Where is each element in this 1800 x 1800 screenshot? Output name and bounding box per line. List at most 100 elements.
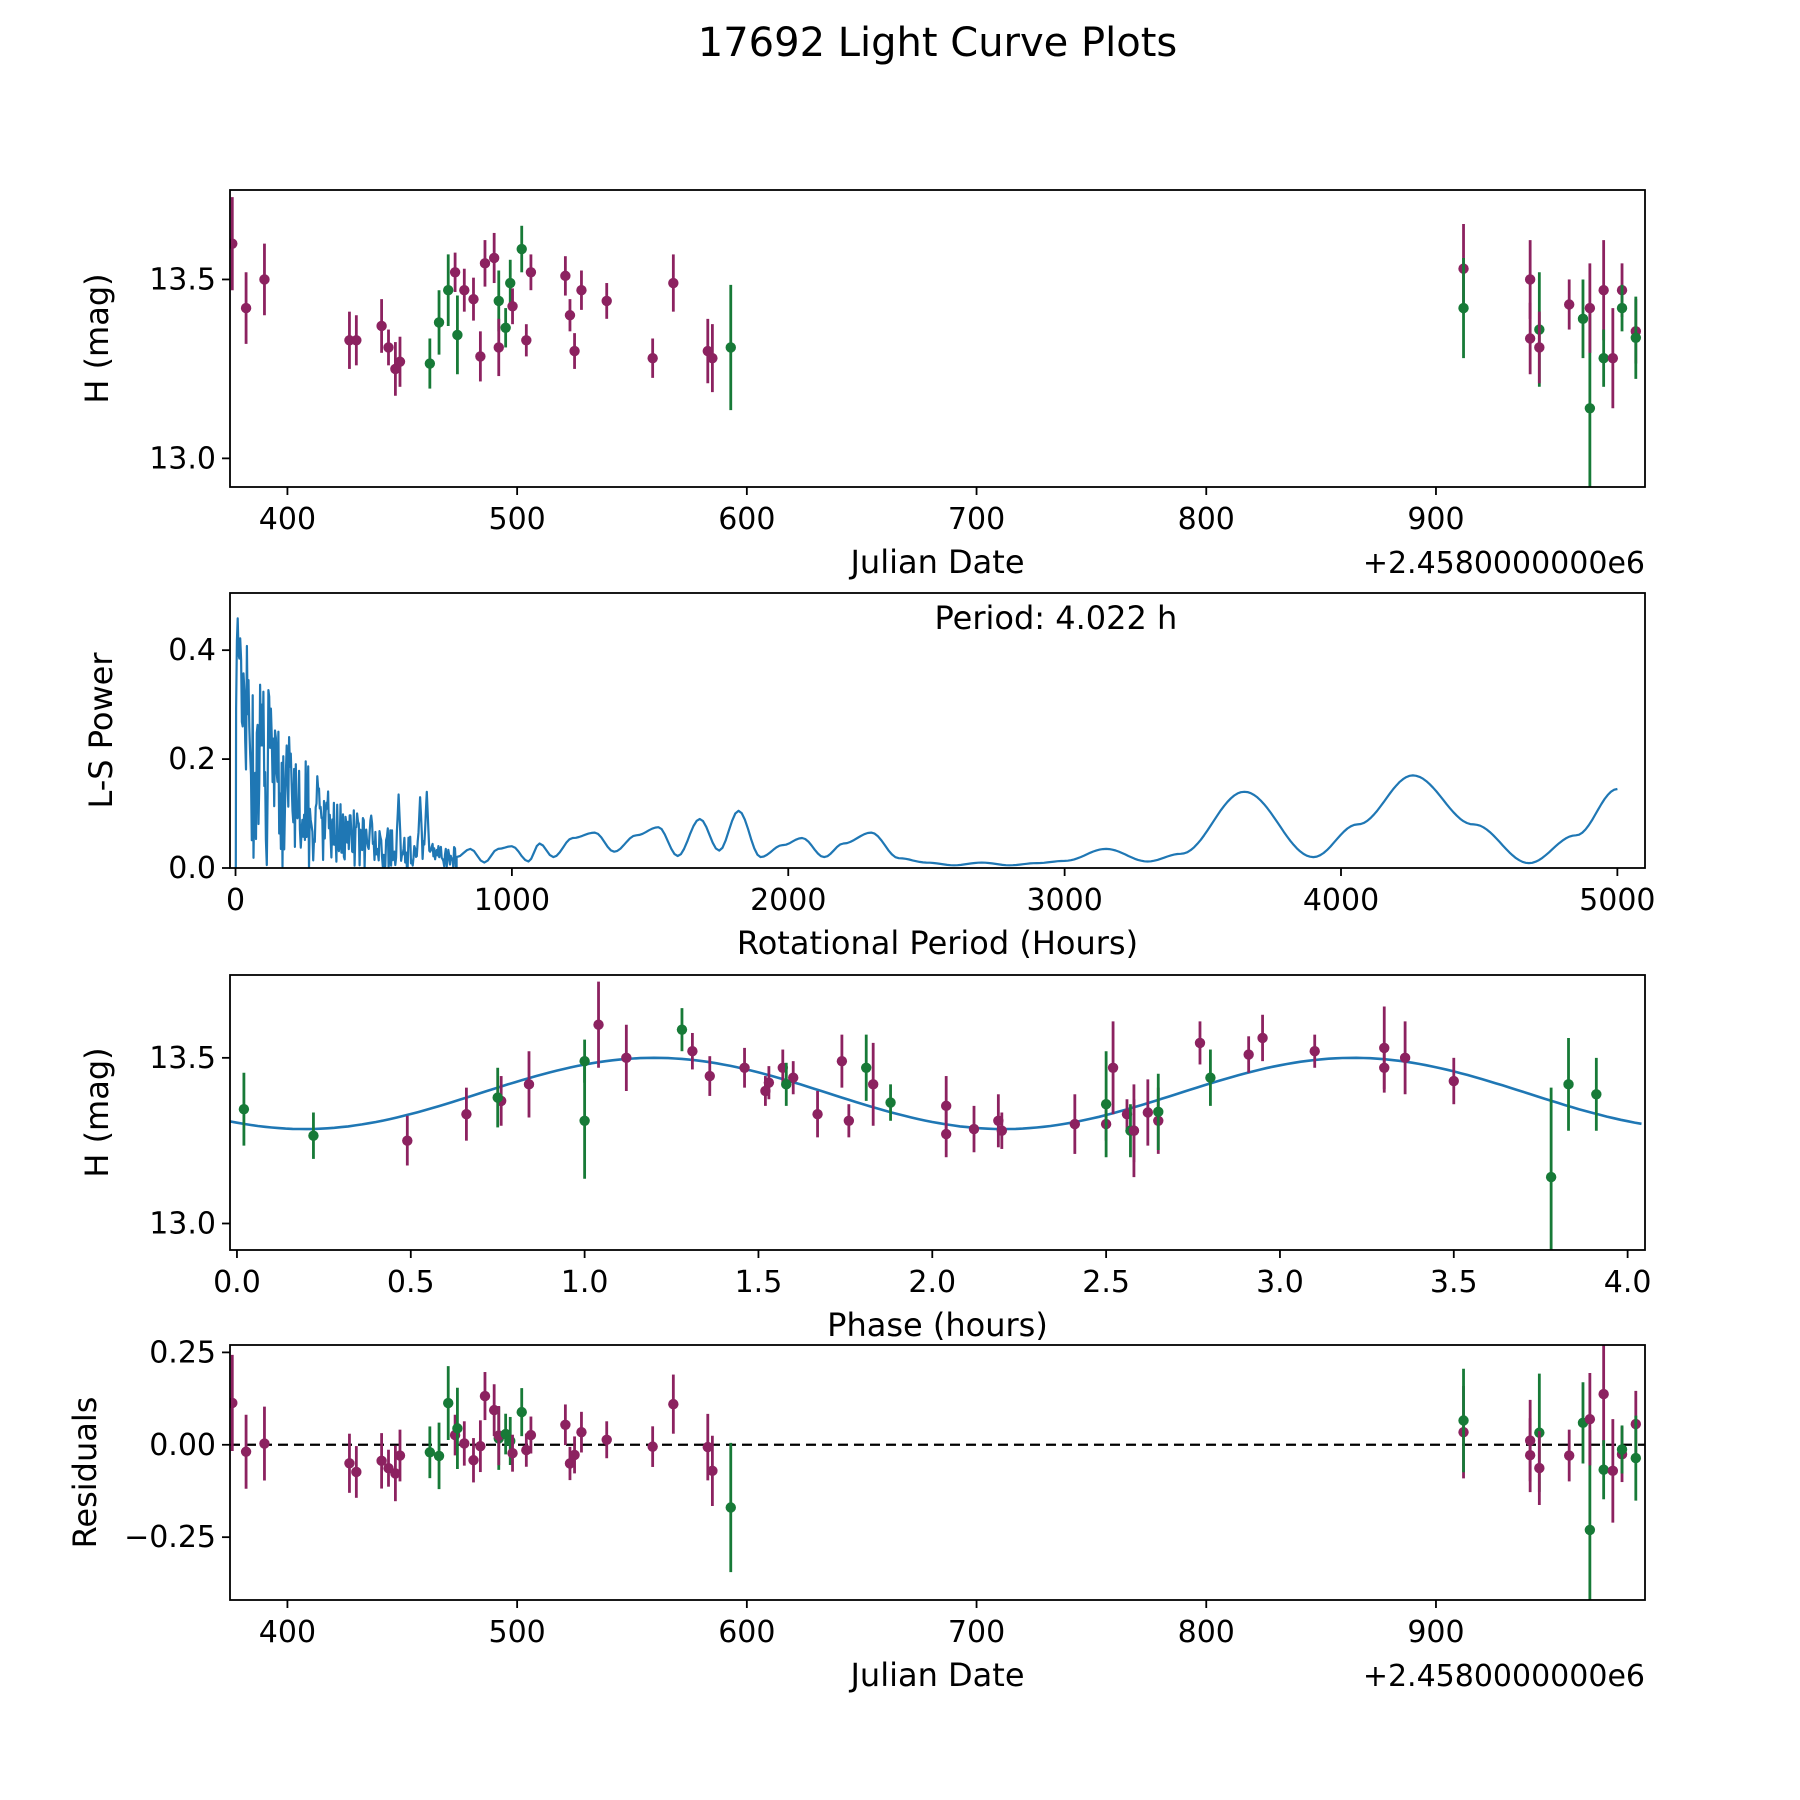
data-point-maroon xyxy=(351,1466,362,1478)
data-point-green xyxy=(500,322,511,333)
data-point-maroon xyxy=(459,1438,470,1449)
data-point-maroon xyxy=(449,267,461,278)
data-point-maroon xyxy=(1524,274,1536,285)
data-point-green xyxy=(1205,1072,1216,1083)
data-point-maroon xyxy=(569,345,580,357)
data-point-maroon xyxy=(940,1100,952,1112)
data-point-green xyxy=(433,1450,445,1462)
data-point-maroon xyxy=(647,1441,658,1452)
data-point-maroon xyxy=(259,1438,270,1449)
x-tick-label: 1000 xyxy=(474,883,550,918)
plot-data-area xyxy=(230,981,1642,1250)
x-tick-label: 800 xyxy=(1178,1615,1235,1650)
data-point-green xyxy=(1458,1415,1469,1426)
data-point-maroon xyxy=(459,284,470,296)
periodogram-curve xyxy=(234,617,1618,868)
y-axis-label: Residuals xyxy=(66,1397,104,1549)
data-point-maroon xyxy=(564,310,576,321)
y-axis-label: H (mag) xyxy=(78,1047,116,1177)
data-point-maroon xyxy=(351,335,362,346)
x-axis-offset-label: +2.4580000000e6 xyxy=(1363,1659,1645,1694)
data-point-maroon xyxy=(376,1455,387,1467)
y-tick-label: 0.4 xyxy=(168,633,216,668)
data-point-maroon xyxy=(1524,1450,1536,1461)
data-point-green xyxy=(781,1079,792,1090)
y-tick-label: 0.25 xyxy=(149,1335,216,1370)
axes-frame xyxy=(229,974,1646,1251)
data-point-green xyxy=(493,295,504,307)
data-point-maroon xyxy=(1128,1125,1140,1136)
x-axis-label: Julian Date xyxy=(848,1656,1024,1694)
data-point-maroon xyxy=(488,252,500,264)
data-point-maroon xyxy=(479,258,491,269)
y-tick-label: 13.5 xyxy=(149,1041,216,1076)
y-tick-label: 0.00 xyxy=(149,1428,216,1463)
data-point-green xyxy=(1598,1464,1609,1475)
data-point-maroon xyxy=(230,1397,238,1409)
data-point-green xyxy=(1100,1099,1112,1110)
data-point-maroon xyxy=(576,284,587,296)
data-point-maroon xyxy=(1534,1462,1545,1474)
x-axis-label: Julian Date xyxy=(848,543,1024,581)
data-point-maroon xyxy=(1448,1075,1459,1087)
axes-frame xyxy=(229,1344,1646,1601)
x-tick-label: 800 xyxy=(1178,502,1235,537)
data-point-maroon xyxy=(647,352,658,364)
data-point-green xyxy=(1630,1452,1642,1464)
fit-curve xyxy=(230,1056,1642,1131)
x-tick-label: 2.5 xyxy=(1082,1265,1130,1300)
data-point-maroon xyxy=(788,1072,799,1083)
data-point-maroon xyxy=(383,342,394,353)
data-point-maroon xyxy=(1607,1465,1619,1477)
data-point-maroon xyxy=(240,1446,252,1457)
data-point-maroon xyxy=(468,1455,479,1466)
data-point-maroon xyxy=(739,1062,750,1073)
data-point-maroon xyxy=(390,1468,401,1479)
x-tick-label: 900 xyxy=(1407,502,1464,537)
x-tick-label: 400 xyxy=(259,502,316,537)
data-point-maroon xyxy=(707,1465,718,1477)
data-point-maroon xyxy=(1598,1388,1609,1400)
plot-light-curve: 400 500 600 700 800 900 13.0 13.5 Julian Date H (… xyxy=(78,189,1646,581)
data-point-maroon xyxy=(760,1085,771,1097)
data-point-green xyxy=(505,277,516,289)
data-point-maroon xyxy=(1534,342,1545,353)
data-point-maroon xyxy=(461,1108,472,1120)
data-point-green xyxy=(1598,352,1609,364)
data-point-maroon xyxy=(521,335,532,346)
data-point-maroon xyxy=(1309,1046,1320,1057)
x-tick-label: 500 xyxy=(489,502,546,537)
data-point-green xyxy=(579,1055,590,1067)
data-point-maroon xyxy=(1107,1062,1119,1073)
x-tick-label: 0.0 xyxy=(213,1265,261,1300)
data-point-maroon xyxy=(1607,352,1619,364)
data-point-maroon xyxy=(1243,1049,1254,1060)
data-point-green xyxy=(424,1447,436,1458)
data-point-green xyxy=(492,1092,503,1103)
y-tick-label: 0.0 xyxy=(168,851,216,886)
data-point-green xyxy=(1563,1079,1574,1090)
data-point-maroon xyxy=(564,1458,576,1469)
data-point-maroon xyxy=(521,1444,532,1456)
data-point-maroon xyxy=(996,1125,1008,1136)
data-point-green xyxy=(452,329,463,341)
data-point-maroon xyxy=(704,1070,715,1082)
data-point-maroon xyxy=(1584,302,1596,314)
x-tick-label: 500 xyxy=(489,1615,546,1650)
data-point-green xyxy=(516,243,527,255)
plot-periodogram: 0 1000 2000 3000 4000 5000 0.0 0.2 0.4 Rotational… xyxy=(82,592,1656,962)
data-point-maroon xyxy=(1194,1037,1206,1049)
figure-title: 17692 Light Curve Plots xyxy=(697,20,1178,66)
data-point-maroon xyxy=(687,1046,698,1057)
data-point-maroon xyxy=(560,1419,571,1430)
data-point-maroon xyxy=(507,1447,518,1459)
data-point-maroon xyxy=(702,1441,713,1453)
data-point-green xyxy=(516,1406,527,1418)
axes-frame xyxy=(229,592,1646,869)
data-point-maroon xyxy=(1257,1032,1268,1044)
data-point-green xyxy=(1616,1444,1628,1455)
data-point-maroon xyxy=(1379,1062,1390,1073)
data-point-green xyxy=(676,1024,688,1035)
data-point-maroon xyxy=(836,1055,848,1067)
